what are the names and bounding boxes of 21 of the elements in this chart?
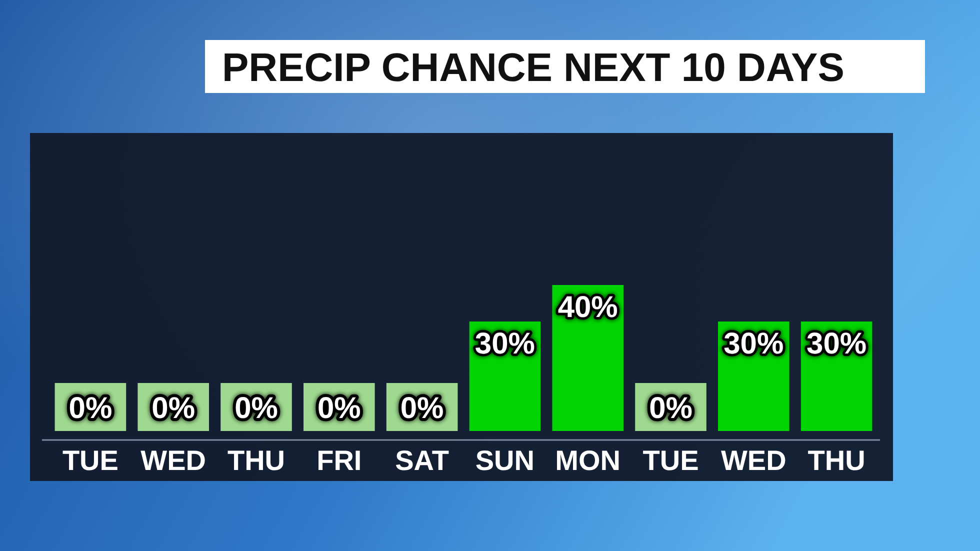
data-label: 30% bbox=[474, 328, 535, 360]
x-tick-label: SAT bbox=[395, 445, 450, 476]
x-tick-label: TUE bbox=[642, 445, 699, 476]
x-tick-label: TUE bbox=[62, 445, 118, 476]
x-tick-label: FRI bbox=[316, 445, 362, 476]
data-label: 0% bbox=[649, 392, 692, 425]
data-label: 0% bbox=[317, 392, 361, 425]
data-label: 40% bbox=[558, 291, 618, 324]
data-label: 0% bbox=[152, 392, 196, 425]
data-label: 0% bbox=[234, 392, 278, 425]
chart-title: PRECIP CHANCE NEXT 10 DAYS bbox=[222, 46, 844, 90]
x-tick-label: WED bbox=[140, 445, 206, 476]
data-label: 30% bbox=[806, 328, 867, 360]
data-label: 30% bbox=[724, 328, 784, 360]
x-tick-label: MON bbox=[555, 445, 621, 476]
data-label: 0% bbox=[68, 392, 112, 425]
x-tick-label: SUN bbox=[475, 445, 535, 476]
data-label: 0% bbox=[400, 392, 444, 425]
x-tick-label: THU bbox=[808, 445, 866, 476]
x-tick-label: WED bbox=[720, 445, 786, 476]
x-tick-label: THU bbox=[227, 445, 286, 476]
